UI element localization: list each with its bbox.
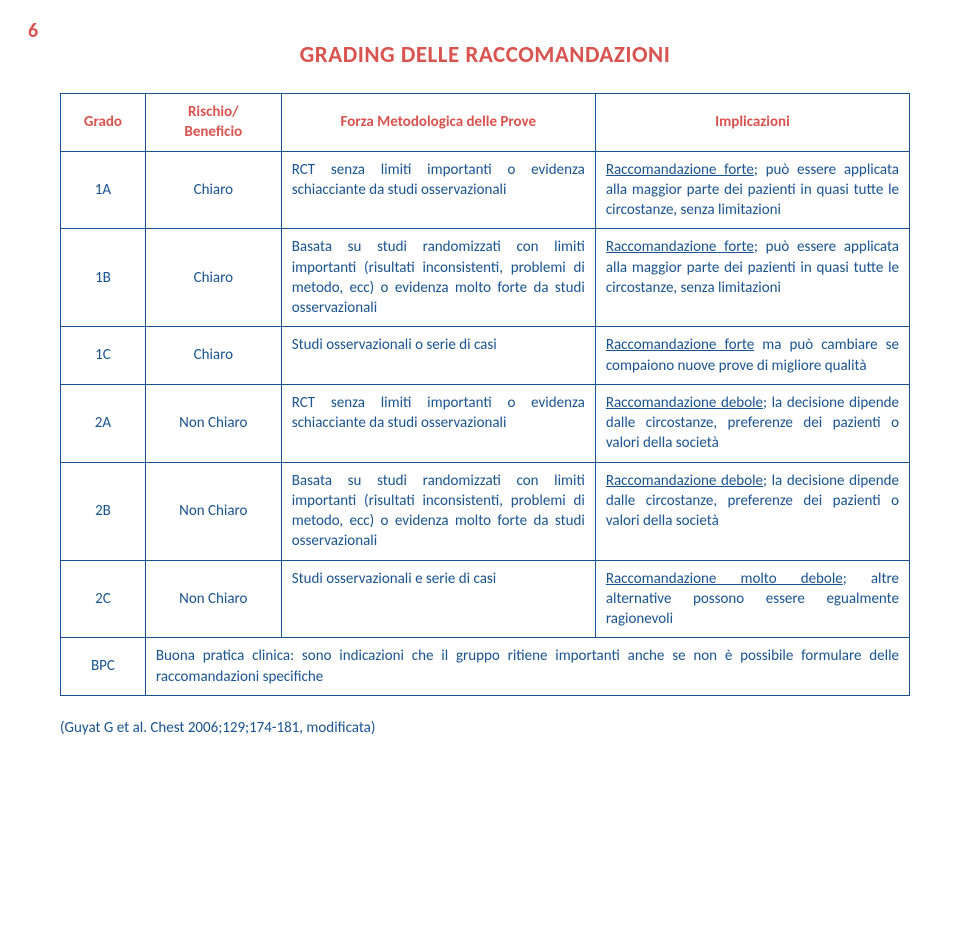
cell-risk: Non Chiaro <box>145 384 281 462</box>
header-grado: Grado <box>61 94 146 152</box>
cell-implication: Raccomandazione forte; può essere applic… <box>595 229 909 327</box>
cell-force: RCT senza limiti importanti o evidenza s… <box>281 384 595 462</box>
cell-grade: 1B <box>61 229 146 327</box>
cell-force: Studi osservazionali e serie di casi <box>281 560 595 638</box>
cell-implication: Raccomandazione forte ma può cambiare se… <box>595 327 909 385</box>
table-header-row: Grado Rischio/ Beneficio Forza Metodolog… <box>61 94 910 152</box>
cell-risk: Non Chiaro <box>145 462 281 560</box>
cell-force: Basata su studi randomizzati con limiti … <box>281 229 595 327</box>
table-row: 1AChiaroRCT senza limiti importanti o ev… <box>61 151 910 229</box>
table-row: 2ANon ChiaroRCT senza limiti importanti … <box>61 384 910 462</box>
cell-bpc-text: Buona pratica clinica: sono indicazioni … <box>145 638 909 696</box>
cell-implication: Raccomandazione debole; la decisione dip… <box>595 384 909 462</box>
page-title: GRADING DELLE RACCOMANDAZIONI <box>60 40 910 71</box>
page-number: 6 <box>28 18 38 45</box>
table-row: 1BChiaroBasata su studi randomizzati con… <box>61 229 910 327</box>
cell-force: Studi osservazionali o serie di casi <box>281 327 595 385</box>
citation: (Guyat G et al. Chest 2006;129;174-181, … <box>60 718 910 738</box>
header-implicazioni: Implicazioni <box>595 94 909 152</box>
implication-underlined: Raccomandazione forte <box>606 336 754 354</box>
cell-risk: Chiaro <box>145 151 281 229</box>
cell-implication: Raccomandazione forte; può essere applic… <box>595 151 909 229</box>
implication-underlined: Raccomandazione debole <box>606 472 763 490</box>
implication-underlined: Raccomandazione debole <box>606 394 763 412</box>
implication-underlined: Raccomandazione forte <box>606 161 754 179</box>
cell-risk: Chiaro <box>145 327 281 385</box>
cell-grade: BPC <box>61 638 146 696</box>
cell-implication: Raccomandazione molto debole; altre alte… <box>595 560 909 638</box>
cell-force: Basata su studi randomizzati con limiti … <box>281 462 595 560</box>
table-row-bpc: BPCBuona pratica clinica: sono indicazio… <box>61 638 910 696</box>
header-rischio: Rischio/ Beneficio <box>145 94 281 152</box>
cell-risk: Chiaro <box>145 229 281 327</box>
implication-underlined: Raccomandazione molto debole <box>606 570 843 588</box>
table-row: 2BNon ChiaroBasata su studi randomizzati… <box>61 462 910 560</box>
header-forza: Forza Metodologica delle Prove <box>281 94 595 152</box>
table-row: 2CNon ChiaroStudi osservazionali e serie… <box>61 560 910 638</box>
table-row: 1CChiaroStudi osservazionali o serie di … <box>61 327 910 385</box>
cell-force: RCT senza limiti importanti o evidenza s… <box>281 151 595 229</box>
cell-grade: 2C <box>61 560 146 638</box>
cell-grade: 2A <box>61 384 146 462</box>
cell-risk: Non Chiaro <box>145 560 281 638</box>
cell-implication: Raccomandazione debole; la decisione dip… <box>595 462 909 560</box>
implication-underlined: Raccomandazione forte <box>606 238 754 256</box>
cell-grade: 1C <box>61 327 146 385</box>
cell-grade: 1A <box>61 151 146 229</box>
cell-grade: 2B <box>61 462 146 560</box>
grading-table: Grado Rischio/ Beneficio Forza Metodolog… <box>60 93 910 696</box>
